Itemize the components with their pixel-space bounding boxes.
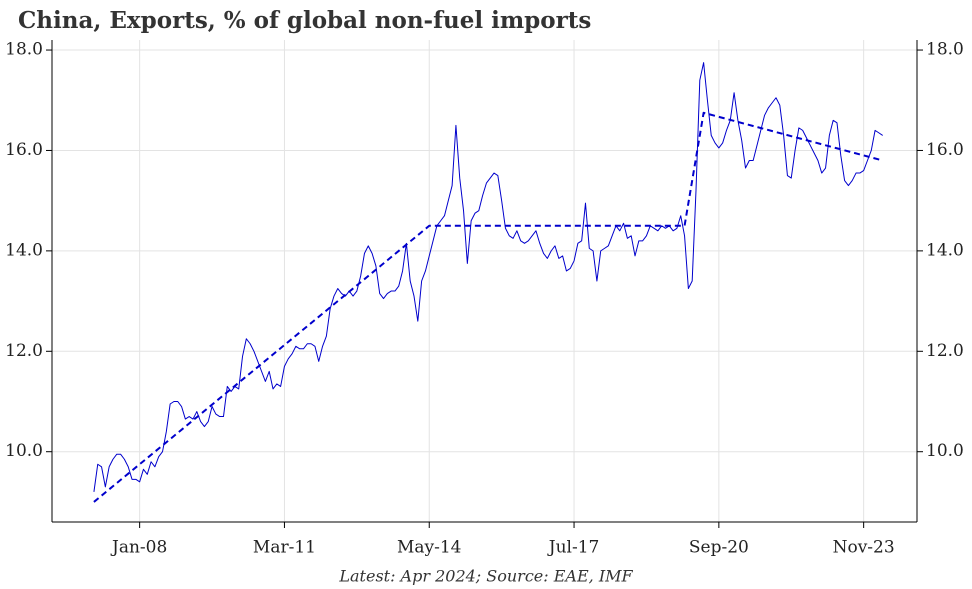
y2-tick-label: 16.0 xyxy=(926,140,964,160)
trend-line xyxy=(93,111,883,503)
x-tick-label: Jul-17 xyxy=(547,538,600,558)
x-tick-label: Jan-08 xyxy=(110,538,167,558)
x-tick-label: May-14 xyxy=(397,538,462,558)
x-tick-label: Mar-11 xyxy=(253,538,316,558)
y2-tick-label: 18.0 xyxy=(926,40,964,60)
x-tick-label: Nov-23 xyxy=(833,538,895,558)
footnote: Latest: Apr 2024; Source: EAE, IMF xyxy=(338,567,633,586)
y2-tick-label: 14.0 xyxy=(926,240,964,260)
y-tick-label: 12.0 xyxy=(5,341,43,361)
y-tick-label: 14.0 xyxy=(5,240,43,260)
y-tick-label: 10.0 xyxy=(5,441,43,461)
y-tick-label: 18.0 xyxy=(5,40,43,60)
y2-tick-label: 12.0 xyxy=(926,341,964,361)
data-line xyxy=(93,62,883,492)
y2-tick-label: 10.0 xyxy=(926,441,964,461)
y-tick-label: 16.0 xyxy=(5,140,43,160)
chart-title: China, Exports, % of global non-fuel imp… xyxy=(18,7,591,34)
x-tick-label: Sep-20 xyxy=(689,538,749,558)
